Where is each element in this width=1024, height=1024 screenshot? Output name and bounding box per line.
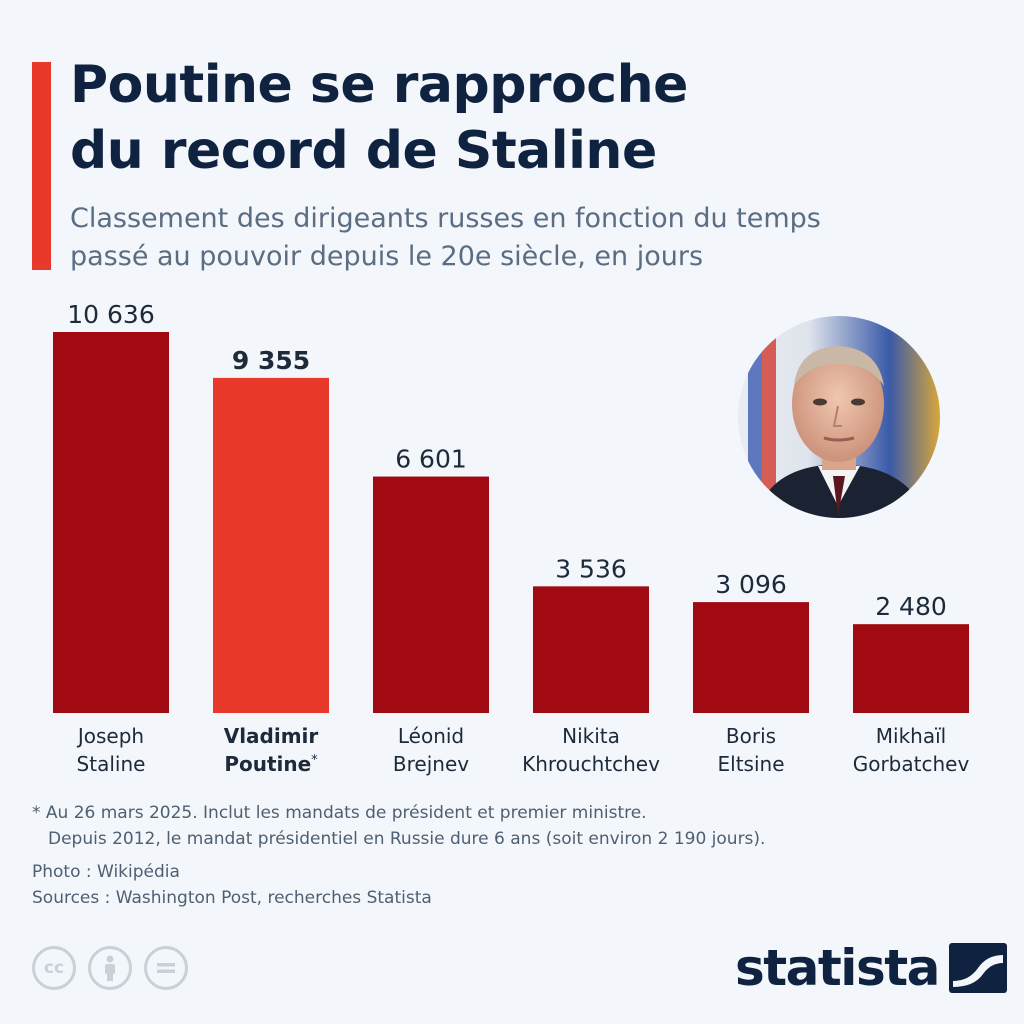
subtitle-line-2: passé au pouvoir depuis le 20e siècle, e…	[70, 241, 704, 272]
category-label-5-line-1: Gorbatchev	[853, 752, 970, 776]
value-label-1: 9 355	[232, 346, 310, 375]
category-label-3-line-1: Khrouchtchev	[522, 752, 660, 776]
category-label-4-line-1: Eltsine	[718, 752, 785, 776]
chart-title: Poutine se rapproche du record de Stalin…	[70, 52, 970, 184]
value-label-3: 3 536	[555, 554, 627, 583]
bar-2	[373, 476, 489, 713]
bar-3	[533, 586, 649, 713]
subtitle-line-1: Classement des dirigeants russes en fonc…	[70, 203, 821, 234]
category-label-0-line-0: Joseph	[76, 724, 144, 748]
footnote: * Au 26 mars 2025. Inclut les mandats de…	[32, 800, 765, 852]
category-label-1-line-1: Poutine*	[224, 752, 318, 776]
bar-1	[213, 377, 329, 713]
bar-4	[693, 602, 809, 713]
chart-subtitle: Classement des dirigeants russes en fonc…	[70, 200, 970, 276]
value-label-0: 10 636	[67, 300, 154, 329]
footnote-line-2: Depuis 2012, le mandat présidentiel en R…	[48, 829, 766, 849]
category-label-1-line-0: Vladimir	[224, 724, 319, 748]
category-label-2-line-1: Brejnev	[393, 752, 469, 776]
value-label-2: 6 601	[395, 445, 467, 474]
category-label-2-line-0: Léonid	[398, 724, 464, 748]
statista-logo-icon	[948, 943, 1007, 993]
no-derivatives-icon[interactable]	[144, 946, 188, 990]
title-accent-bar	[32, 62, 51, 270]
category-label-5-line-0: Mikhaïl	[876, 724, 946, 748]
sources: Sources : Washington Post, recherches St…	[32, 888, 432, 908]
photo-credit: Photo : Wikipédia	[32, 862, 180, 882]
category-label-3-line-0: Nikita	[562, 724, 620, 748]
bar-5	[853, 624, 969, 713]
brand-name: statista	[735, 939, 940, 997]
value-label-5: 2 480	[875, 592, 947, 621]
creative-commons-icon[interactable]: cc	[32, 946, 76, 990]
statista-logo[interactable]: statista	[735, 936, 1007, 1000]
bar-0	[53, 332, 169, 713]
category-label-4-line-0: Boris	[726, 724, 776, 748]
footnote-line-1: * Au 26 mars 2025. Inclut les mandats de…	[32, 803, 647, 823]
category-label-0-line-1: Staline	[77, 752, 146, 776]
bar-chart: 10 636 Joseph Staline 9 355 Vladimir Poutine*…	[53, 300, 970, 776]
title-line-2: du record de Staline	[70, 121, 657, 181]
value-label-4: 3 096	[715, 570, 787, 599]
putin-portrait-photo	[738, 316, 940, 518]
attribution-icon[interactable]	[88, 946, 132, 990]
license-icons: cc	[32, 946, 188, 990]
title-line-1: Poutine se rapproche	[70, 55, 688, 115]
